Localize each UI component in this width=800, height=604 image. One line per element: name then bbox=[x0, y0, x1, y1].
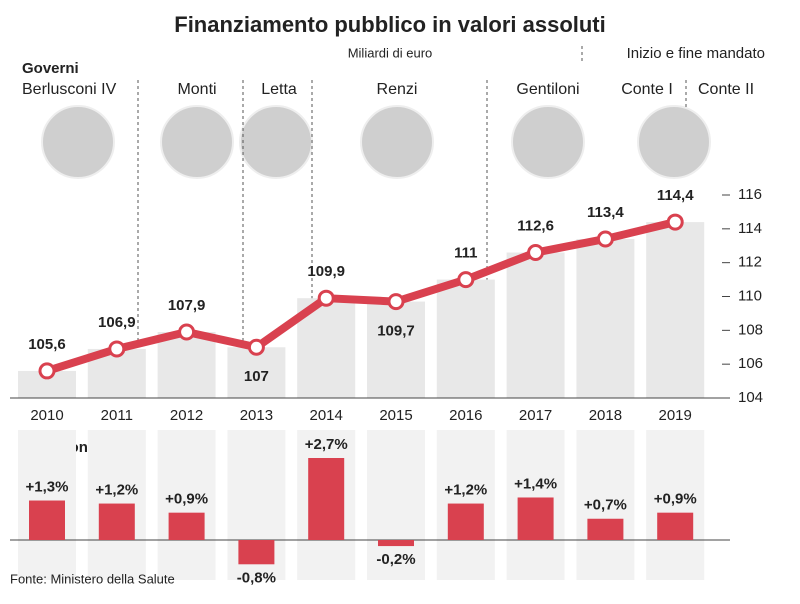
value-label: 114,4 bbox=[657, 187, 694, 204]
value-label: +1,2% bbox=[444, 482, 487, 499]
x-tick-label: 2012 bbox=[170, 407, 203, 424]
x-tick-label: 2017 bbox=[519, 407, 552, 424]
photo bbox=[637, 105, 711, 179]
value-label: +0,9% bbox=[654, 491, 697, 508]
bar bbox=[238, 540, 275, 565]
value-label: +2,7% bbox=[305, 436, 348, 453]
government: Conte I bbox=[621, 81, 673, 98]
value-label: -0,8% bbox=[237, 569, 276, 586]
line-chart: 104 106 108 110 112 114 116 2010 2011 2012 2013 201… bbox=[10, 186, 763, 424]
subtitle: Miliardi di euro bbox=[348, 45, 433, 60]
value-label: 105,6 bbox=[28, 336, 66, 353]
column-bg bbox=[157, 430, 216, 580]
point bbox=[457, 271, 475, 289]
government: Monti bbox=[177, 81, 216, 98]
value-label: 109,9 bbox=[307, 263, 345, 280]
government: Letta bbox=[261, 81, 297, 98]
value-label: 109,7 bbox=[377, 323, 415, 340]
value-label: 112,6 bbox=[517, 217, 554, 234]
bar bbox=[168, 512, 205, 540]
value-label: -0,2% bbox=[376, 551, 415, 568]
bar bbox=[587, 518, 624, 540]
x-tick-label: 2019 bbox=[659, 407, 692, 424]
bar bbox=[378, 540, 414, 547]
bar bbox=[517, 497, 554, 540]
governments-label: Governi bbox=[22, 60, 79, 77]
bar-chart: Variazione %+1,3%+1,2%+0,9%-0,8%+2,7%-0,… bbox=[10, 430, 730, 586]
x-tick-label: 2013 bbox=[240, 407, 273, 424]
line bbox=[45, 218, 677, 375]
y-tick-label: 106 bbox=[738, 355, 763, 372]
bar bbox=[308, 458, 345, 540]
x-tick-label: 2014 bbox=[310, 407, 343, 424]
x-tick-label: 2010 bbox=[30, 407, 63, 424]
y-tick-label: 110 bbox=[738, 287, 762, 304]
column-bg bbox=[646, 430, 705, 580]
value-label: +1,3% bbox=[26, 478, 69, 495]
point bbox=[527, 244, 545, 262]
x-tick-label: 2015 bbox=[379, 407, 412, 424]
column-bg bbox=[576, 430, 635, 580]
bar bbox=[657, 512, 694, 540]
point bbox=[317, 289, 335, 307]
source: Fonte: Ministero della Salute bbox=[10, 571, 175, 586]
photo bbox=[41, 105, 115, 179]
column bbox=[646, 222, 705, 398]
y-tick-label: 116 bbox=[738, 186, 762, 203]
photo bbox=[511, 105, 585, 179]
legend-note: Inizio e fine mandato bbox=[627, 45, 765, 62]
government: Renzi bbox=[377, 81, 418, 98]
title: Finanziamento pubblico in valori assolut… bbox=[174, 12, 606, 37]
government: Gentiloni bbox=[516, 81, 579, 98]
point bbox=[247, 338, 265, 356]
y-tick-label: 112 bbox=[738, 254, 762, 271]
point bbox=[387, 293, 405, 311]
value-label: +1,4% bbox=[514, 475, 557, 492]
value-label: 107,9 bbox=[168, 297, 206, 314]
y-tick-label: 104 bbox=[738, 389, 763, 406]
point bbox=[666, 213, 684, 231]
column bbox=[157, 332, 216, 398]
point bbox=[108, 340, 126, 358]
column bbox=[436, 279, 495, 398]
column bbox=[506, 252, 565, 398]
column bbox=[576, 238, 635, 398]
photo bbox=[239, 105, 313, 179]
x-tick-label: 2011 bbox=[101, 407, 133, 424]
point bbox=[596, 230, 614, 248]
government: Conte II bbox=[698, 81, 754, 98]
photo bbox=[360, 105, 434, 179]
bar bbox=[29, 500, 65, 540]
column-bg bbox=[367, 430, 425, 580]
column bbox=[367, 301, 425, 398]
photos bbox=[41, 105, 711, 179]
y-tick-label: 108 bbox=[738, 321, 763, 338]
government: Berlusconi IV bbox=[22, 81, 117, 98]
value-label: +1,2% bbox=[95, 482, 138, 499]
value-label: 107 bbox=[244, 368, 269, 385]
value-label: +0,7% bbox=[584, 497, 627, 514]
value-label: 111 bbox=[454, 245, 477, 262]
photo bbox=[160, 105, 234, 179]
value-label: +0,9% bbox=[165, 491, 208, 508]
value-label: 106,9 bbox=[98, 314, 136, 331]
y-tick-label: 114 bbox=[738, 220, 762, 237]
point bbox=[178, 323, 196, 341]
x-tick-label: 2018 bbox=[589, 407, 622, 424]
bar bbox=[447, 503, 484, 540]
value-label: 113,4 bbox=[587, 204, 624, 221]
x-tick-label: 2016 bbox=[449, 407, 482, 424]
bar bbox=[98, 503, 135, 540]
point bbox=[38, 362, 56, 380]
